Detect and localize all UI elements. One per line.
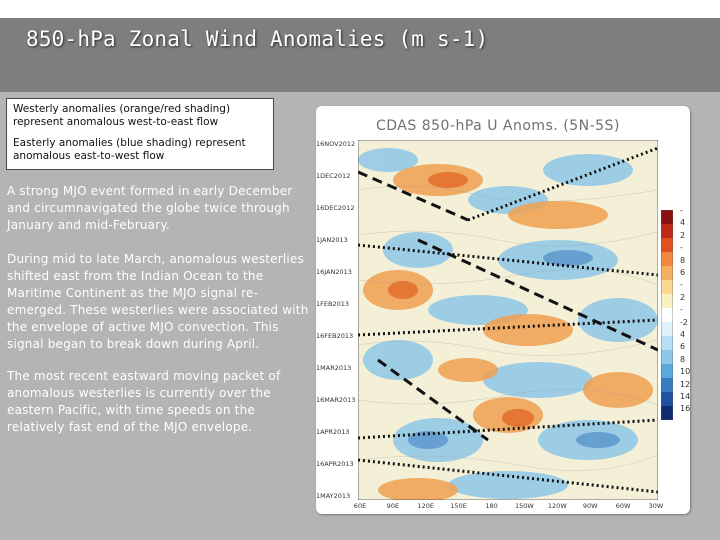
colorbar-tick-label: 2 bbox=[680, 292, 686, 302]
colorbar-tick-label: 4 bbox=[680, 330, 686, 339]
colorbar-tick-label: - bbox=[680, 280, 683, 290]
longitude-tick-label: 120W bbox=[547, 502, 567, 510]
colorbar bbox=[661, 210, 673, 420]
paragraph-3: The most recent eastward moving packet o… bbox=[7, 369, 281, 434]
longitude-tick-label: 60W bbox=[615, 502, 631, 510]
date-tick-label: 16NOV2012 bbox=[316, 140, 356, 148]
date-tick-label: 16FEB2013 bbox=[316, 332, 354, 340]
date-tick-label: 1FEB2013 bbox=[316, 300, 349, 308]
colorbar-tick-label: 14 bbox=[680, 392, 690, 401]
date-tick-label: 1DEC2012 bbox=[316, 172, 351, 180]
colorbar-tick-label: 2 bbox=[680, 230, 686, 240]
longitude-tick-label: 90E bbox=[386, 502, 400, 510]
date-tick-label: 1APR2013 bbox=[316, 428, 350, 436]
paragraph-1: A strong MJO event formed in early Decem… bbox=[7, 184, 293, 232]
date-tick-label: 16JAN2013 bbox=[316, 268, 352, 276]
longitude-tick-label: 150W bbox=[515, 502, 534, 510]
paragraph-2: During mid to late March, anomalous west… bbox=[7, 252, 309, 351]
date-tick-label: 16MAR2013 bbox=[316, 396, 356, 404]
colorbar-tick-label: 6 bbox=[680, 268, 686, 277]
legend-easterly-text: Easterly anomalies (blue shading) repres… bbox=[13, 137, 246, 162]
longitude-tick-label: 180 bbox=[485, 502, 498, 510]
slide-title: 850-hPa Zonal Wind Anomalies (m s-1) bbox=[26, 27, 489, 51]
colorbar-tick-label: - bbox=[680, 206, 683, 215]
longitude-tick-label: 60E bbox=[353, 502, 367, 510]
longitude-tick-label: 30W bbox=[648, 502, 664, 510]
hovmoller-plot: CDAS 850-hPa U Anoms. (5N-5S) bbox=[316, 106, 690, 514]
colorbar-tick-label: 12 bbox=[680, 379, 690, 389]
colorbar-tick-label: - bbox=[680, 305, 683, 315]
legend-box: Westerly anomalies (orange/red shading) … bbox=[6, 98, 274, 170]
colorbar-tick-label: 4 bbox=[680, 218, 686, 228]
colorbar-tick-label: 6 bbox=[680, 342, 686, 352]
plot-title: CDAS 850-hPa U Anoms. (5N-5S) bbox=[376, 118, 620, 134]
date-tick-label: 16APR2013 bbox=[316, 460, 354, 468]
title-bar: 850-hPa Zonal Wind Anomalies (m s-1) bbox=[0, 18, 720, 92]
date-tick-label: 16DEC2012 bbox=[316, 204, 355, 212]
longitude-tick-label: 90W bbox=[582, 502, 598, 510]
colorbar-tick-label: 8 bbox=[680, 354, 686, 364]
colorbar-tick-label: 10 bbox=[680, 367, 690, 377]
legend-westerly-text: Westerly anomalies (orange/red shading) … bbox=[13, 103, 231, 128]
top-strip bbox=[0, 0, 720, 18]
date-tick-label: 1MAR2013 bbox=[316, 364, 352, 372]
colorbar-tick-label: 16 bbox=[680, 404, 690, 414]
longitude-tick-label: 150E bbox=[450, 502, 467, 510]
colorbar-tick-label: - bbox=[680, 243, 683, 253]
hovmoller-field bbox=[358, 140, 658, 500]
colorbar-tick-label: -2 bbox=[680, 317, 688, 327]
date-tick-label: 1MAY2013 bbox=[316, 492, 351, 500]
longitude-tick-label: 120E bbox=[417, 502, 435, 510]
date-tick-label: 1JAN2013 bbox=[316, 236, 348, 244]
colorbar-tick-label: 8 bbox=[680, 255, 686, 265]
